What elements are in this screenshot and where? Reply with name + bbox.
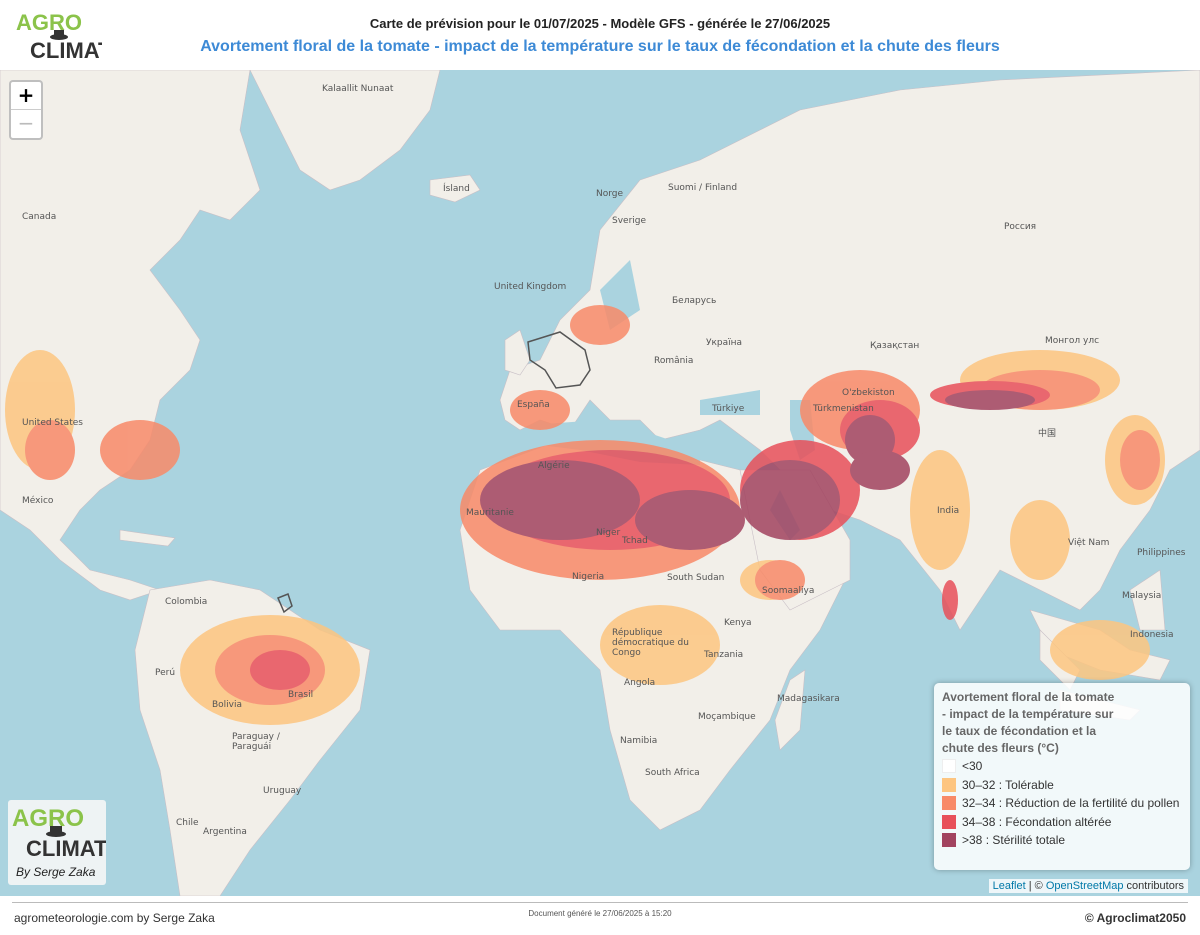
map-label: Suomi / Finland — [668, 183, 738, 193]
map-label: Tanzania — [704, 650, 744, 660]
legend-label: 30–32 : Tolérable — [962, 777, 1054, 792]
map-label: Namibia — [620, 736, 658, 746]
map-label: Қазақстан — [870, 341, 920, 351]
map-label: Uruguay — [263, 786, 302, 796]
map-label: España — [517, 400, 550, 410]
legend-swatch — [942, 759, 956, 774]
legend-swatch — [942, 833, 956, 848]
map-label: Malaysia — [1122, 591, 1162, 601]
map-label: România — [654, 356, 694, 366]
footer-generated: Document généré le 27/06/2025 à 15:20 — [528, 909, 672, 918]
map-label: United States — [22, 418, 83, 428]
map-label: O'zbekiston — [842, 388, 895, 398]
map-label: Kalaallit Nunaat — [322, 84, 394, 94]
map-label: Sverige — [612, 216, 647, 226]
map-label: Россия — [1004, 222, 1037, 232]
map-label: México — [22, 496, 54, 506]
logo-byline: By Serge Zaka — [16, 865, 96, 879]
footer-site: agrometeorologie.com by Serge Zaka — [14, 911, 215, 925]
legend-label: >38 : Stérilité totale — [962, 833, 1066, 848]
map-label: Canada — [22, 212, 57, 222]
map-label: Kenya — [724, 618, 752, 628]
zoom-control: + − — [9, 80, 43, 140]
map-label: Україна — [706, 338, 743, 348]
legend-item: 32–34 : Réduction de la fertilité du pol… — [942, 794, 1182, 813]
legend-item: <30 — [942, 757, 1182, 776]
page-subtitle: Avortement floral de la tomate - impact … — [200, 38, 1000, 55]
map-label: Paraguay / Paraguái — [232, 732, 280, 752]
map-label: Philippines — [1137, 548, 1186, 558]
legend-item: 30–32 : Tolérable — [942, 776, 1182, 795]
zoom-in-button[interactable]: + — [11, 82, 41, 110]
map-label: South Sudan — [667, 573, 725, 583]
map-label: République démocratique du Congo — [612, 628, 689, 658]
map-label: Moçambique — [698, 712, 756, 722]
map-base — [0, 70, 1200, 896]
agroclimat-logo: AGRO CLIMAT — [16, 10, 102, 62]
map-label: 中国 — [1038, 429, 1057, 439]
legend-swatch — [942, 796, 956, 811]
map-label: Algérie — [538, 461, 570, 471]
header: AGRO CLIMAT Carte de prévision pour le 0… — [0, 0, 1200, 70]
map-label: Soomaaliya — [762, 586, 815, 596]
logo-badge-line1: AGRO — [12, 805, 84, 832]
legend-label: 34–38 : Fécondation altérée — [962, 814, 1112, 829]
zoom-out-button[interactable]: − — [17, 111, 35, 135]
legend-label: <30 — [962, 759, 983, 774]
legend-swatch — [942, 814, 956, 829]
map-label: Tchad — [622, 536, 648, 546]
map-label: United Kingdom — [494, 282, 567, 292]
map-label: Việt Nam — [1068, 538, 1110, 548]
map-label: Indonesia — [1130, 630, 1174, 640]
legend: Avortement floral de la tomate - impact … — [934, 683, 1190, 870]
legend-swatch — [942, 777, 956, 792]
legend-title: Avortement floral de la tomate - impact … — [942, 690, 1115, 755]
map-label: Colombia — [165, 597, 208, 607]
attribution-separator: | © — [1025, 880, 1046, 892]
map-label: Ísland — [443, 184, 470, 194]
map-label: Brasil — [288, 690, 314, 700]
map-label: Madagasikara — [777, 694, 840, 704]
map-label: Mauritanie — [466, 508, 514, 518]
map-label: Perú — [155, 668, 176, 678]
footer-divider — [12, 902, 1188, 903]
logo-line1: AGRO — [16, 10, 82, 35]
logo-badge-graphic: AGRO CLIMAT By Serge Zaka — [12, 805, 108, 879]
map-label: India — [937, 506, 960, 516]
footer-copyright: © Agroclimat2050 — [1084, 911, 1186, 925]
page-title: Carte de prévision pour le 01/07/2025 - … — [369, 16, 831, 31]
legend-label: 32–34 : Réduction de la fertilité du pol… — [962, 796, 1180, 811]
map-label: Angola — [624, 678, 656, 688]
map-label: Bolivia — [212, 700, 243, 710]
map-label: Nigeria — [572, 572, 605, 582]
legend-item: >38 : Stérilité totale — [942, 831, 1182, 850]
map-label: Türkmenistan — [813, 404, 874, 414]
map-label: South Africa — [645, 768, 700, 778]
map-attribution: Leaflet | © OpenStreetMap contributors — [988, 879, 1188, 893]
osm-link[interactable]: OpenStreetMap — [1045, 880, 1124, 892]
logo-line2: CLIMAT — [30, 38, 102, 62]
map-label: Türkiye — [712, 404, 745, 414]
map-label: Chile — [176, 818, 199, 828]
map[interactable]: Kalaallit Nunaat Ísland Canada United Ki… — [0, 70, 1200, 896]
map-label: Niger — [596, 528, 621, 538]
attribution-rest: contributors — [1123, 880, 1184, 892]
map-label: Беларусь — [672, 296, 717, 306]
map-label: Argentina — [203, 827, 247, 837]
agroclimat-logo-badge: AGRO CLIMAT By Serge Zaka — [8, 800, 108, 885]
map-label: Norge — [596, 189, 624, 199]
legend-item: 34–38 : Fécondation altérée — [942, 813, 1182, 832]
leaflet-link[interactable]: Leaflet — [992, 880, 1026, 892]
map-label: Монгол улс — [1045, 336, 1100, 346]
logo-badge-line2: CLIMAT — [26, 836, 106, 861]
